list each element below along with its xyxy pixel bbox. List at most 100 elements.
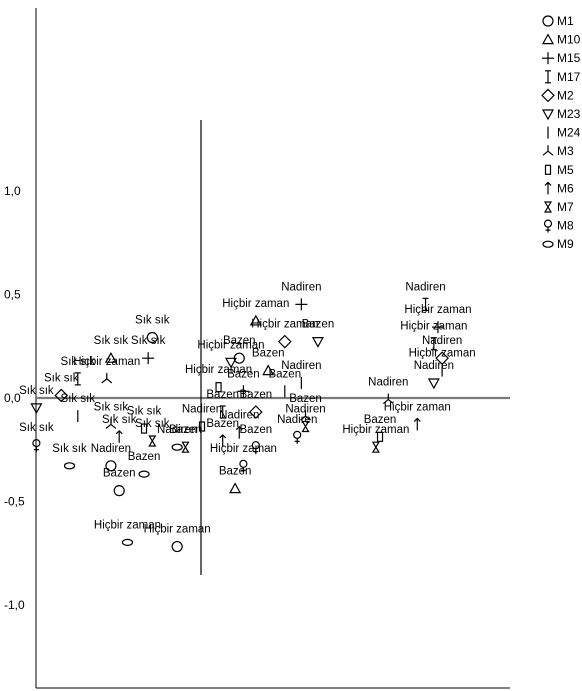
point-label: Bazen: [240, 424, 273, 436]
data-point-marker: [248, 405, 263, 419]
legend-label: M8: [557, 219, 574, 233]
data-point-marker: [74, 372, 81, 386]
point-label: Nadiren: [157, 424, 197, 436]
data-point-marker: [376, 431, 384, 442]
legend-item-m24: M24: [547, 126, 581, 140]
legend-label: M24: [557, 126, 581, 140]
data-point-marker: [63, 462, 76, 470]
point-label: Nadiren: [182, 403, 222, 415]
legend-label: M3: [557, 144, 574, 158]
y-tick-group: 1,0 0,5 0,0 -0,5 -1,0: [4, 184, 25, 612]
point-label: Bazen: [128, 451, 161, 463]
data-point-marker: [413, 417, 421, 431]
data-point-marker: [54, 388, 69, 403]
legend-label: M6: [557, 181, 574, 195]
point-label: Hiçbir zaman: [251, 319, 318, 331]
legend-label: M15: [557, 51, 581, 65]
point-label: Bazen: [227, 368, 260, 380]
data-point-marker: [105, 460, 117, 472]
data-point-marker: [430, 337, 437, 351]
point-label: Bazen: [289, 393, 322, 405]
point-label: Sık sık: [102, 414, 137, 426]
legend: M1 M10 M15 M17 M2 M23 M24 M3 M5 M6 M7 M8 M9: [541, 14, 581, 251]
data-point-marker: [295, 298, 308, 311]
point-label: Nadiren: [281, 360, 321, 372]
point-label: Nadiren: [91, 443, 131, 455]
point-label: Nadiren: [368, 377, 408, 389]
point-label: Sık sık: [127, 406, 162, 418]
legend-label: M9: [557, 237, 574, 251]
point-label: Sık sık: [94, 401, 129, 413]
point-label: Bazen: [206, 418, 239, 430]
data-point-marker: [138, 470, 150, 478]
venus-icon: [543, 219, 553, 233]
data-point-marker: [142, 352, 155, 365]
point-label: Bazen: [302, 319, 335, 331]
data-point-marker: [431, 321, 444, 334]
legend-label: M1: [557, 14, 574, 28]
point-label: Nadiren: [405, 281, 445, 293]
data-point-marker: [32, 439, 41, 453]
data-point-marker: [300, 410, 311, 421]
y-tick-label: 0,5: [4, 288, 21, 302]
point-label: Nadiren: [281, 281, 321, 293]
legend-item-m17: M17: [545, 70, 581, 84]
data-point-marker: [219, 434, 227, 447]
legend-item-m8: M8: [543, 219, 574, 233]
data-point-marker: [146, 331, 158, 344]
point-label: Nadiren: [219, 410, 259, 422]
legend-item-m1: M1: [542, 14, 574, 28]
hourglass-icon: [543, 201, 553, 213]
data-point-marker: [311, 337, 324, 348]
data-point-marker: [113, 485, 125, 497]
point-label: Sık sık: [131, 335, 166, 347]
point-label: Bazen: [252, 348, 285, 360]
legend-item-m15: M15: [542, 51, 581, 65]
point-label: Bazen: [206, 389, 239, 401]
point-label: Bazen: [169, 424, 202, 436]
marker-group: [30, 297, 449, 553]
data-point-marker: [181, 441, 190, 453]
point-label: Sık sık: [61, 393, 96, 405]
ellipse-icon: [542, 240, 554, 248]
data-point-marker: [382, 393, 394, 405]
point-label: Hiçbir zaman: [400, 321, 467, 333]
legend-item-m10: M10: [541, 33, 581, 47]
point-label: Sık sık: [135, 314, 170, 326]
legend-label: M23: [557, 107, 581, 121]
point-label: Sık sık: [44, 372, 79, 384]
rect-icon: [544, 164, 552, 175]
circle-icon: [542, 15, 554, 27]
diamond-icon: [541, 88, 555, 103]
point-label: Sık sık: [19, 385, 54, 397]
data-point-marker: [171, 540, 183, 553]
point-label: Hiçbir zaman: [404, 304, 471, 316]
point-label: Sık sık: [94, 335, 129, 347]
triangle-up-icon: [541, 33, 555, 45]
arrow-up-icon: [544, 181, 552, 195]
legend-item-m23: M23: [541, 107, 581, 121]
data-point-marker: [249, 314, 262, 326]
point-label: Hiçbir zaman: [73, 356, 140, 368]
point-label: Sık sık: [135, 418, 170, 430]
point-label: Bazen: [364, 414, 397, 426]
legend-label: M7: [557, 200, 574, 214]
point-label: Bazen: [103, 468, 136, 480]
y-tick-label: -1,0: [4, 598, 25, 612]
point-label: Bazen: [223, 335, 256, 347]
legend-label: M5: [557, 163, 574, 177]
data-point-marker: [219, 405, 226, 419]
tri-spoke-icon: [542, 145, 554, 156]
legend-item-m5: M5: [544, 163, 574, 177]
point-label: Hiçbir zaman: [222, 298, 289, 310]
data-point-marker: [301, 420, 310, 433]
data-point-marker: [224, 357, 237, 369]
point-label: Hiçbir zaman: [94, 519, 161, 531]
data-point-marker: [427, 378, 440, 390]
legend-item-m9: M9: [542, 237, 574, 251]
legend-label: M10: [557, 33, 581, 47]
y-tick-label: -0,5: [4, 495, 25, 509]
legend-item-m3: M3: [542, 144, 574, 158]
data-point-marker: [148, 435, 157, 447]
data-point-marker: [101, 372, 113, 384]
